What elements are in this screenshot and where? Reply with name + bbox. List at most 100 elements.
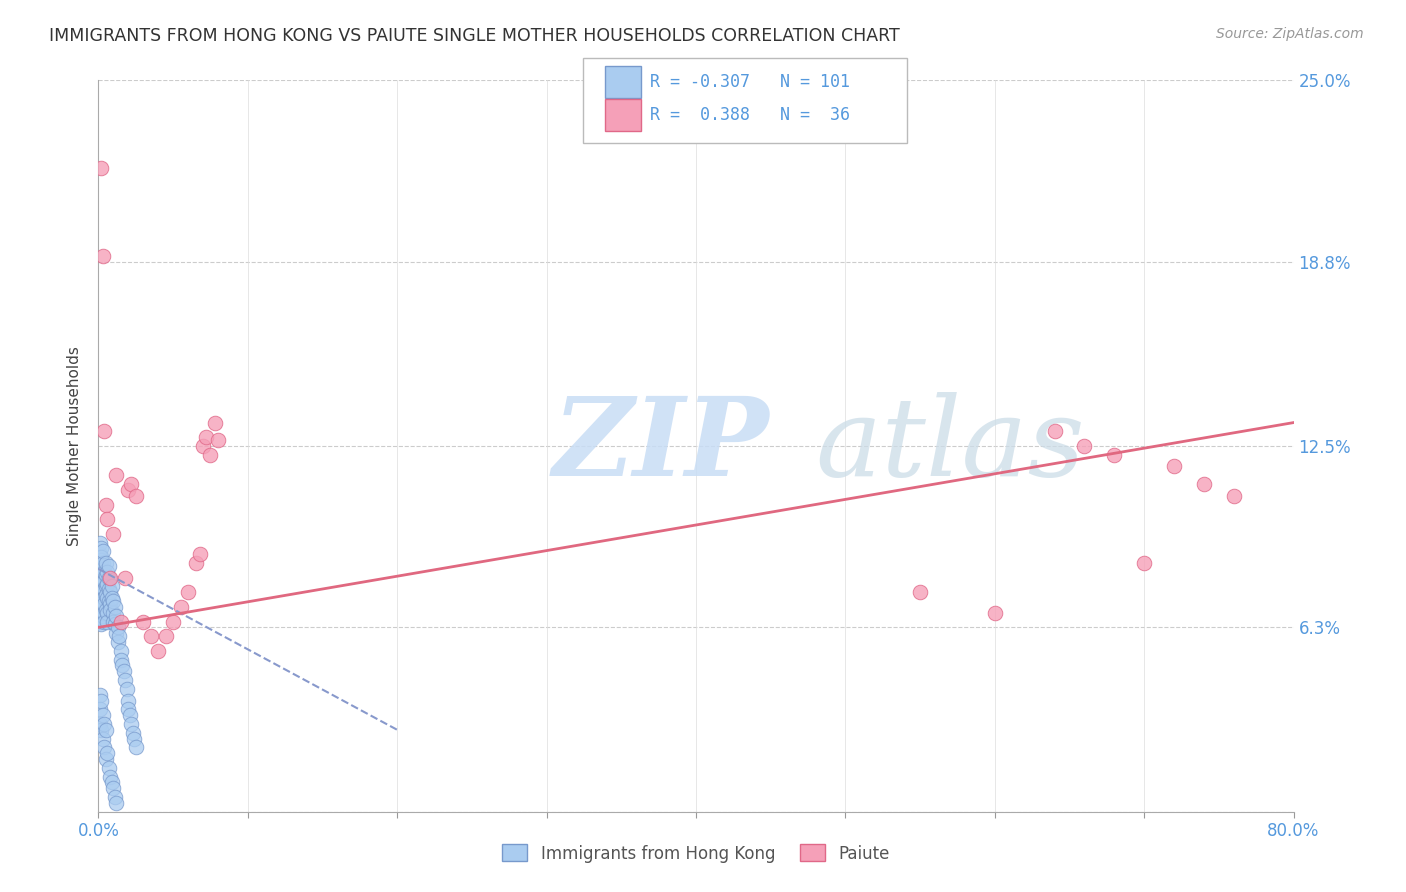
Point [97, 571, 120, 585]
Point [94, 498, 117, 512]
Point [90, 574, 112, 588]
Point [98, 603, 122, 617]
Point [103, 781, 125, 796]
Text: ZIP: ZIP [553, 392, 769, 500]
Point [90, 612, 112, 626]
Point [1073, 439, 1095, 453]
Point [103, 526, 125, 541]
Point [94, 567, 117, 582]
Point [162, 615, 184, 629]
Point [93, 582, 115, 597]
Text: R =  0.388   N =  36: R = 0.388 N = 36 [650, 106, 849, 124]
Point [1133, 556, 1156, 570]
Point [132, 615, 155, 629]
Point [1043, 425, 1066, 439]
Point [96, 565, 118, 579]
Point [89, 717, 111, 731]
Point [93, 591, 115, 606]
Point [125, 489, 148, 503]
Point [89, 591, 111, 606]
Point [89, 615, 111, 629]
Point [93, 425, 115, 439]
Point [91, 599, 114, 614]
Point [110, 644, 132, 658]
Point [89, 565, 111, 579]
Point [91, 562, 114, 576]
Point [97, 594, 120, 608]
Point [139, 629, 162, 643]
Point [90, 588, 112, 602]
Point [103, 615, 125, 629]
Text: atlas: atlas [815, 392, 1085, 500]
Point [89, 599, 111, 614]
Point [90, 579, 112, 593]
Point [90, 723, 112, 737]
Point [91, 585, 114, 599]
Point [93, 565, 115, 579]
Point [93, 606, 115, 620]
Point [90, 594, 112, 608]
Point [101, 579, 124, 593]
Text: R = -0.307   N = 101: R = -0.307 N = 101 [650, 73, 849, 91]
Point [120, 477, 142, 491]
Point [114, 571, 136, 585]
Point [204, 416, 226, 430]
Point [200, 448, 222, 462]
Point [107, 620, 129, 634]
Point [195, 430, 218, 444]
Text: IMMIGRANTS FROM HONG KONG VS PAIUTE SINGLE MOTHER HOUSEHOLDS CORRELATION CHART: IMMIGRANTS FROM HONG KONG VS PAIUTE SING… [49, 27, 900, 45]
Point [96, 512, 118, 526]
Point [91, 608, 114, 623]
Point [90, 693, 112, 707]
Point [169, 599, 191, 614]
Point [908, 585, 931, 599]
Point [91, 249, 114, 263]
Point [124, 731, 146, 746]
Point [97, 761, 120, 775]
Point [112, 665, 135, 679]
Point [115, 681, 138, 696]
Point [108, 629, 131, 643]
Point [94, 588, 117, 602]
Point [98, 597, 122, 611]
Point [89, 688, 111, 702]
Point [93, 717, 115, 731]
Point [104, 599, 127, 614]
Point [103, 606, 125, 620]
Point [91, 544, 114, 558]
Point [94, 752, 117, 766]
Text: Source: ZipAtlas.com: Source: ZipAtlas.com [1216, 27, 1364, 41]
Point [111, 658, 134, 673]
Y-axis label: Single Mother Households: Single Mother Households [67, 346, 83, 546]
Point [91, 731, 114, 746]
Point [1192, 477, 1215, 491]
Point [89, 547, 111, 561]
Point [89, 702, 111, 716]
Point [155, 629, 177, 643]
Point [110, 615, 132, 629]
Point [117, 702, 139, 716]
Point [105, 468, 128, 483]
Point [91, 571, 114, 585]
Point [105, 626, 128, 640]
Point [117, 483, 139, 497]
Point [96, 606, 118, 620]
Point [1223, 489, 1246, 503]
Point [97, 558, 120, 573]
Point [89, 556, 111, 570]
Point [90, 606, 112, 620]
Point [90, 603, 112, 617]
Point [96, 746, 118, 760]
Point [984, 606, 1007, 620]
Point [207, 433, 229, 447]
Point [89, 585, 111, 599]
Point [90, 567, 112, 582]
Point [96, 576, 118, 591]
Point [94, 579, 117, 593]
Point [101, 775, 124, 789]
Point [177, 585, 200, 599]
Point [104, 790, 127, 805]
Point [117, 693, 139, 707]
Point [114, 673, 136, 687]
Point [188, 547, 211, 561]
